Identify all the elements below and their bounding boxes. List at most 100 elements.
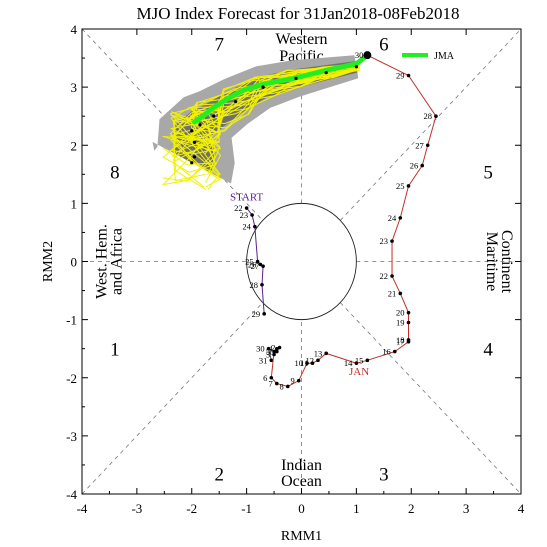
region-label-west-hem: and Africa (109, 228, 126, 295)
observed-point (261, 264, 265, 268)
day-label: 26 (248, 259, 257, 269)
phase-label: 6 (379, 35, 389, 56)
y-tick-label: -2 (66, 371, 77, 386)
ensemble-member-track (173, 66, 357, 182)
phase-label: 5 (483, 162, 493, 183)
observed-point (406, 320, 411, 325)
phase-label: 7 (214, 35, 224, 56)
day-label: 21 (388, 288, 397, 298)
region-label-maritime-continent: Continent (498, 230, 515, 294)
y-tick-label: -1 (66, 313, 77, 328)
observed-track-2 (270, 54, 437, 388)
day-label: 16 (382, 347, 391, 357)
observed-point (269, 375, 274, 380)
ensemble-mean-point (324, 70, 328, 75)
observed-point (305, 361, 309, 366)
observed-point (406, 184, 411, 188)
day-label: 25 (396, 181, 405, 191)
ensemble-mean-point (234, 100, 238, 104)
observed-point (425, 143, 430, 148)
day-label: 27 (415, 140, 424, 150)
observed-point (260, 282, 264, 287)
observed-point (269, 358, 274, 363)
day-label: 2 (271, 343, 275, 353)
y-tick-label: 0 (71, 255, 78, 270)
ensemble-member-track (162, 69, 353, 165)
observed-point (392, 349, 397, 354)
ensemble-member-track (170, 64, 361, 188)
day-label: 29 (252, 309, 261, 319)
day-label: 24 (388, 213, 397, 223)
day-label: 13 (314, 348, 323, 358)
forecast-start-point (363, 51, 372, 60)
phase-label: 4 (483, 340, 493, 361)
observed-point (296, 378, 301, 383)
observed-point (266, 346, 271, 351)
y-tick-label: -4 (66, 487, 77, 502)
day-label: 19 (396, 318, 405, 328)
y-tick-label: -3 (66, 429, 77, 444)
ensemble-mean-point (212, 114, 216, 118)
observed-point (398, 216, 403, 220)
day-label: 5 (266, 347, 270, 357)
day-label: 25 (245, 257, 254, 267)
diagonal-guide-3 (340, 302, 522, 495)
day-label: 10 (294, 358, 303, 368)
ensemble-member-track (162, 65, 353, 182)
observed-point (354, 361, 359, 366)
x-tick-label: 1 (353, 501, 360, 516)
day-label: 22 (380, 271, 389, 281)
day-label: 27 (251, 261, 260, 271)
observed-point (406, 310, 411, 315)
ensemble-mean-point (192, 140, 197, 144)
unit-circle (246, 202, 357, 321)
day-label: 22 (234, 203, 243, 213)
x-tick-label: 4 (518, 501, 525, 516)
day-label: 14 (344, 358, 353, 368)
y-tick-label: 4 (71, 22, 78, 37)
phase-label: 1 (110, 340, 120, 361)
day-label: 6 (263, 373, 267, 383)
observed-point (310, 361, 315, 366)
phase-label: 2 (214, 465, 224, 486)
ensemble-member-track (172, 63, 357, 190)
observed-point (250, 213, 254, 217)
legend-jma-label: JMA (434, 51, 455, 62)
observed-track-0 (246, 207, 265, 314)
diagonal-guide-0 (81, 302, 263, 495)
day-label: 30 (256, 344, 265, 354)
y-axis-label: RMM2 (41, 241, 56, 282)
day-label: 28 (423, 111, 432, 121)
ensemble-member-track (169, 66, 360, 155)
ensemble-mean-point (261, 85, 265, 89)
ensemble-member-track (171, 69, 358, 158)
day-label: 26 (410, 161, 419, 171)
phase-label: 3 (379, 465, 389, 486)
observed-point (272, 349, 276, 354)
observed-point (275, 346, 279, 351)
day-label: 15 (355, 355, 364, 365)
day-label: 28 (249, 280, 258, 290)
observed-point (277, 345, 282, 350)
region-label-western-pacific: Western (275, 31, 327, 48)
observed-point (272, 352, 276, 357)
y-tick-label: 3 (71, 80, 78, 95)
observed-point (390, 239, 394, 243)
day-label: 20 (396, 308, 405, 318)
observed-point (262, 312, 266, 316)
day-label: 23 (380, 236, 389, 246)
day-label: 1 (269, 347, 273, 357)
phase-label: 8 (110, 162, 120, 183)
observed-point (365, 358, 370, 363)
observed-point (285, 384, 290, 389)
x-tick-label: -3 (131, 501, 142, 516)
observed-point (275, 381, 279, 386)
day-label: 9 (291, 376, 295, 386)
observed-point (275, 349, 279, 354)
day-label: 24 (242, 222, 251, 232)
region-label-indian-ocean: Ocean (281, 473, 322, 490)
observed-point (398, 291, 403, 296)
observed-point (244, 206, 249, 210)
